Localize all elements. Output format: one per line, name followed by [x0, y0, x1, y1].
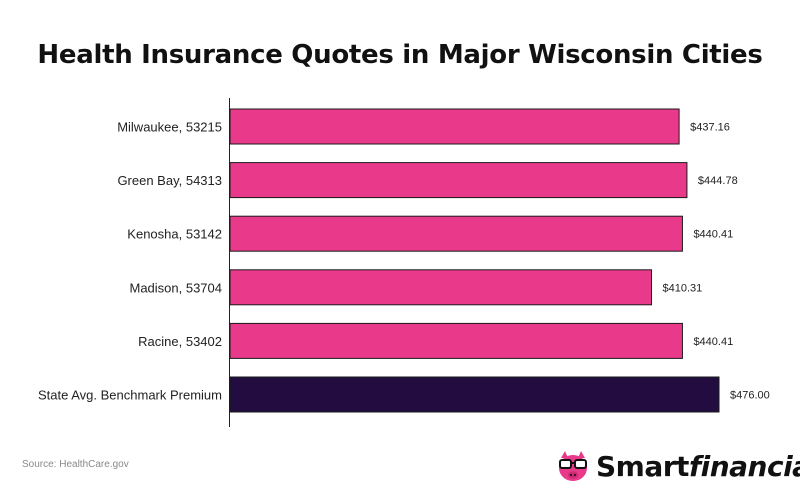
- source-note: Source: HealthCare.gov: [22, 459, 129, 470]
- value-label-4: $440.41: [693, 336, 733, 348]
- bar-1: [229, 162, 688, 199]
- category-label-0: Milwaukee, 53215: [117, 120, 222, 135]
- logo-text-financial: financial: [688, 449, 800, 483]
- value-label-2: $440.41: [693, 229, 733, 241]
- bar-5: [229, 376, 720, 413]
- value-label-0: $437.16: [690, 122, 730, 134]
- chart-title: Health Insurance Quotes in Major Wiscons…: [37, 40, 763, 70]
- value-label-3: $410.31: [663, 282, 703, 294]
- category-label-1: Green Bay, 54313: [117, 173, 222, 188]
- value-label-5: $476.00: [730, 390, 770, 402]
- category-label-5: State Avg. Benchmark Premium: [38, 388, 222, 403]
- category-label-2: Kenosha, 53142: [127, 227, 222, 242]
- logo-text-smart: Smart: [596, 449, 689, 483]
- category-label-4: Racine, 53402: [138, 334, 222, 349]
- logo-wordmark: Smartfinancial: [596, 450, 800, 483]
- bar-2: [229, 215, 683, 252]
- piggy-bank-glasses-icon: [559, 451, 587, 481]
- brand-logo: Smartfinancial: [556, 446, 800, 486]
- bar-4: [229, 322, 683, 359]
- value-label-1: $444.78: [698, 175, 738, 187]
- bar-3: [229, 269, 653, 306]
- bar-0: [229, 108, 680, 145]
- category-label-3: Madison, 53704: [129, 280, 222, 295]
